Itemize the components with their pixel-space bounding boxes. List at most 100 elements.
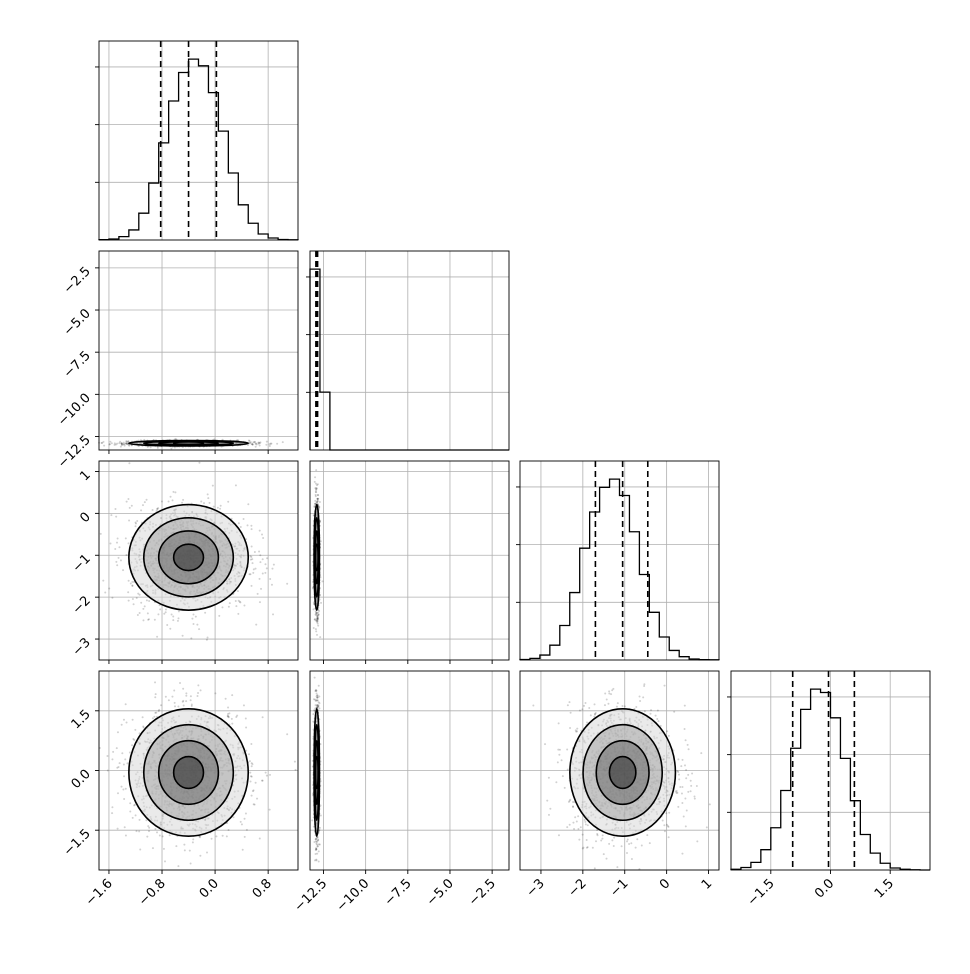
scatter-point (259, 561, 261, 563)
scatter-point (111, 806, 113, 808)
scatter-point (121, 752, 123, 754)
scatter-point (259, 554, 261, 556)
scatter-point (219, 508, 221, 510)
scatter-point (116, 564, 118, 566)
scatter-point (129, 507, 131, 509)
scatter-point (269, 445, 271, 447)
scatter-point (124, 826, 126, 828)
scatter-point (192, 623, 194, 625)
scatter-point (154, 828, 156, 830)
scatter-point (247, 524, 249, 526)
scatter-point (254, 551, 256, 553)
scatter-point (137, 614, 139, 616)
scatter-point (259, 578, 261, 580)
scatter-point (259, 530, 261, 532)
scatter-point (315, 628, 317, 630)
scatter-point (315, 614, 317, 616)
scatter-point (315, 469, 317, 471)
scatter-point (165, 611, 167, 613)
scatter-point (131, 505, 133, 507)
scatter-point (172, 615, 174, 617)
scatter-point (123, 442, 125, 444)
scatter-point (162, 835, 164, 837)
scatter-point (179, 682, 181, 684)
scatter-point (164, 860, 166, 862)
scatter-point (269, 443, 271, 445)
scatter-point (166, 624, 168, 626)
scatter-point (235, 600, 237, 602)
scatter-point (100, 533, 102, 535)
scatter-point (123, 719, 125, 721)
scatter-point (258, 550, 260, 552)
scatter-point (236, 715, 238, 717)
scatter-point (144, 605, 146, 607)
histogram-step (520, 479, 719, 660)
scatter-point (125, 537, 127, 539)
scatter-point (168, 501, 170, 503)
scatter-point (120, 446, 122, 448)
scatter-point (126, 501, 128, 503)
scatter-point (140, 602, 142, 604)
scatter-point (142, 504, 144, 506)
scatter-point (110, 514, 112, 516)
scatter-point (262, 558, 264, 560)
scatter-point (209, 502, 211, 504)
scatter-point (317, 623, 319, 625)
scatter-point (135, 525, 137, 527)
scatter-point (243, 704, 245, 706)
scatter-point (241, 823, 243, 825)
scatter-point (137, 593, 139, 595)
scatter-point (252, 572, 254, 574)
scatter-point (316, 634, 318, 636)
scatter-point (182, 688, 184, 690)
scatter-point (255, 443, 257, 445)
scatter-point (255, 568, 257, 570)
scatter-point (158, 710, 160, 712)
scatter-point (190, 699, 192, 701)
scatter-point (127, 498, 129, 500)
scatter-point (135, 521, 137, 523)
scatter-point (314, 481, 316, 483)
scatter-point (314, 476, 316, 478)
scatter-point (161, 500, 163, 502)
scatter-point (316, 501, 318, 503)
scatter-point (157, 507, 159, 509)
scatter-point (251, 585, 253, 587)
scatter-point (128, 580, 130, 582)
scatter-point (262, 716, 264, 718)
scatter-point (244, 836, 246, 838)
scatter-point (242, 849, 244, 851)
scatter-point (319, 636, 321, 638)
scatter-point (228, 606, 230, 608)
scatter-point (212, 485, 214, 487)
scatter-point (315, 630, 317, 632)
scatter-point (229, 602, 231, 604)
scatter-point (102, 441, 104, 443)
scatter-point (134, 729, 136, 731)
scatter-point (126, 721, 128, 723)
scatter-point (317, 625, 319, 627)
scatter-point (207, 497, 209, 499)
scatter-point (123, 763, 125, 765)
scatter-point (240, 526, 242, 528)
scatter-point (294, 761, 296, 763)
scatter-point (317, 614, 319, 616)
scatter-point (259, 601, 261, 603)
scatter-point (169, 628, 171, 630)
scatter-point (196, 624, 198, 626)
scatter-point (319, 501, 321, 503)
scatter-point (163, 613, 165, 615)
scatter-point (177, 617, 179, 619)
scatter-point (152, 509, 154, 511)
scatter-point (282, 441, 284, 443)
scatter-point (235, 484, 237, 486)
scatter-point (139, 612, 141, 614)
histogram-step (310, 269, 509, 450)
scatter-point (154, 619, 156, 621)
scatter-point (191, 618, 193, 620)
scatter-point (247, 444, 249, 446)
scatter-point (139, 819, 141, 821)
scatter-point (237, 590, 239, 592)
scatter-point (136, 597, 138, 599)
